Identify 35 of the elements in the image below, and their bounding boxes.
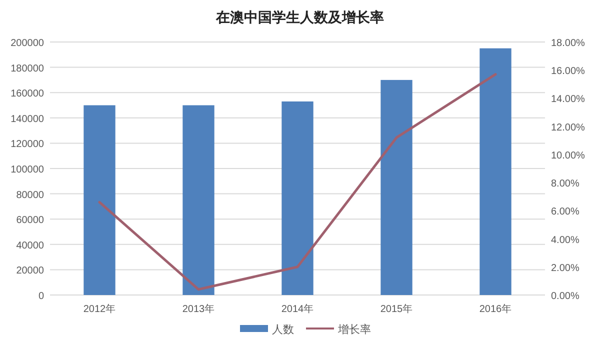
line-series xyxy=(98,73,497,291)
y2-tick-label: 18.00% xyxy=(551,38,586,49)
y2-tick-label: 12.00% xyxy=(551,122,586,134)
x-tick-label: 2013年 xyxy=(182,303,215,315)
x-tick-label: 2014年 xyxy=(281,303,314,315)
y2-tick-label: 8.00% xyxy=(551,178,580,190)
y-tick-label: 200000 xyxy=(10,38,44,49)
y-tick-label: 80000 xyxy=(16,190,44,201)
y-tick-label: 140000 xyxy=(10,114,44,125)
x-tick-label: 2012年 xyxy=(83,303,116,315)
y-tick-label: 120000 xyxy=(10,139,44,150)
y-tick-label: 0 xyxy=(38,291,44,302)
y-tick-label: 100000 xyxy=(10,164,44,176)
x-tick-label: 2015年 xyxy=(380,303,413,315)
legend-label: 人数 xyxy=(272,324,294,336)
y-tick-label: 60000 xyxy=(16,215,44,226)
y-tick-label: 20000 xyxy=(16,266,44,277)
y-tick-label: 180000 xyxy=(10,63,44,74)
bar xyxy=(182,105,214,295)
y2-tick-label: 14.00% xyxy=(551,94,586,106)
chart-title: 在澳中国学生人数及增长率 xyxy=(215,9,384,25)
legend-label: 增长率 xyxy=(337,323,371,336)
y2-tick-label: 16.00% xyxy=(551,66,586,78)
y2-tick-label: 10.00% xyxy=(551,150,586,162)
y-tick-label: 40000 xyxy=(16,240,44,252)
y2-tick-label: 4.00% xyxy=(551,234,580,246)
bar xyxy=(282,101,314,295)
y2-tick-label: 6.00% xyxy=(551,206,580,218)
y-tick-label: 160000 xyxy=(10,88,44,100)
x-tick-label: 2016年 xyxy=(479,303,512,315)
bar xyxy=(84,105,116,295)
bar xyxy=(380,80,412,295)
y2-tick-label: 0.00% xyxy=(551,291,580,302)
bar xyxy=(480,48,512,295)
y2-tick-label: 2.00% xyxy=(551,262,580,274)
